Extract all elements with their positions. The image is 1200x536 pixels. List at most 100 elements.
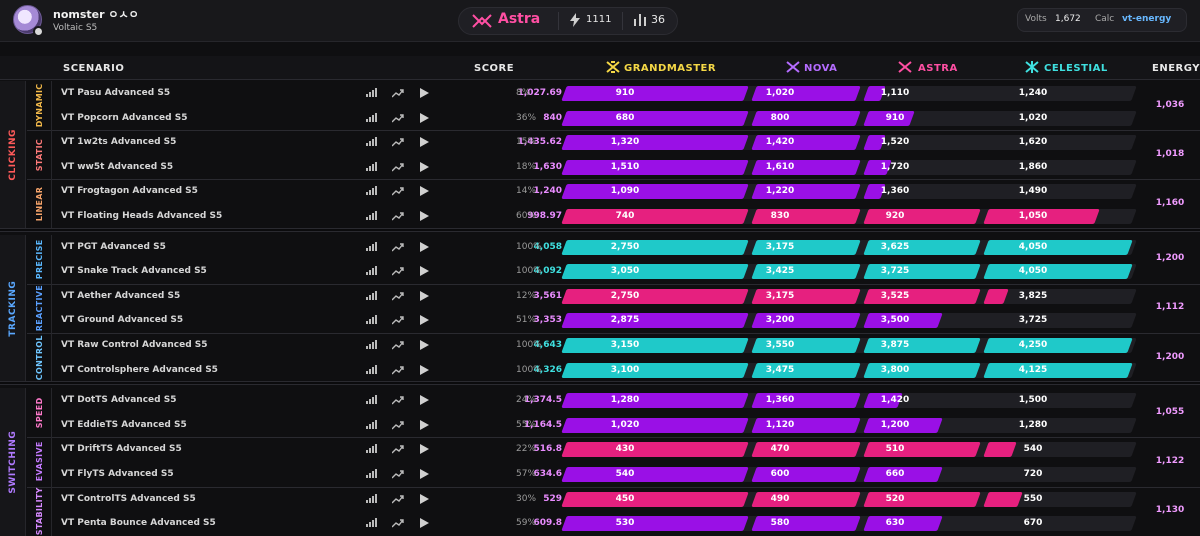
scenario-row[interactable]: VT DotTS Advanced S5 1,374.5 24%: [52, 388, 1200, 413]
trend-icon[interactable]: [391, 420, 404, 433]
trend-icon[interactable]: [391, 365, 404, 378]
scenario-name[interactable]: VT ww5t Advanced S5: [61, 161, 174, 172]
scenario-row[interactable]: VT DriftTS Advanced S5 516.8 22%: [52, 437, 1200, 462]
trend-icon[interactable]: [391, 211, 404, 224]
rank-threshold: 3,875: [880, 340, 910, 350]
scenario-name[interactable]: VT FlyTS Advanced S5: [61, 469, 174, 479]
scenario-row[interactable]: VT ww5t Advanced S5 1,630 18%: [52, 155, 1200, 180]
score-header[interactable]: SCORE: [474, 63, 515, 74]
rank-threshold: 1,280: [610, 395, 640, 406]
scenario-row[interactable]: VT 1w2ts Advanced S5 1,435.62 15%: [52, 130, 1200, 155]
trend-icon[interactable]: [391, 113, 404, 126]
scenario-row[interactable]: VT Raw Control Advanced S5 4,643 100%: [52, 333, 1200, 358]
play-icon[interactable]: [420, 315, 429, 328]
leaderboard-icon[interactable]: [366, 241, 377, 254]
leaderboard-icon[interactable]: [366, 518, 377, 530]
play-icon[interactable]: [420, 88, 429, 101]
play-icon[interactable]: [420, 444, 429, 457]
scenario-name[interactable]: VT Penta Bounce Advanced S5: [61, 518, 216, 529]
play-icon[interactable]: [420, 137, 429, 150]
leaderboard-icon[interactable]: [366, 137, 377, 149]
scenario-name[interactable]: VT Pasu Advanced S5: [61, 88, 171, 98]
scenario-name[interactable]: VT ControlTS Advanced S5: [61, 493, 196, 504]
scenario-row[interactable]: VT Snake Track Advanced S5 4,092 100%: [52, 259, 1200, 284]
play-icon[interactable]: [420, 112, 429, 126]
trend-icon[interactable]: [391, 162, 404, 175]
leaderboard-icon[interactable]: [366, 493, 377, 506]
leaderboard-icon[interactable]: [366, 469, 377, 481]
progress-fill-segment: [561, 209, 749, 224]
play-icon[interactable]: [420, 493, 429, 507]
play-icon[interactable]: [420, 395, 429, 408]
trend-icon[interactable]: [391, 518, 404, 531]
scenario-header[interactable]: SCENARIO: [63, 63, 125, 74]
scenario-row[interactable]: VT ControlTS Advanced S5 529 30%: [52, 487, 1200, 512]
leaderboard-icon[interactable]: [366, 290, 377, 303]
trend-icon[interactable]: [391, 469, 404, 482]
play-icon[interactable]: [420, 518, 429, 531]
leaderboard-icon[interactable]: [366, 364, 377, 377]
scenario-name[interactable]: VT DriftTS Advanced S5: [61, 444, 182, 455]
play-icon[interactable]: [420, 419, 429, 433]
avatar[interactable]: [13, 5, 42, 34]
play-icon[interactable]: [420, 364, 429, 378]
leaderboard-icon[interactable]: [366, 315, 377, 327]
trend-icon[interactable]: [391, 494, 404, 507]
scenario-row[interactable]: VT FlyTS Advanced S5 634.6 57%: [52, 462, 1200, 487]
trend-icon[interactable]: [391, 315, 404, 328]
scenario-name[interactable]: VT 1w2ts Advanced S5: [61, 137, 177, 148]
category-label: CLICKING: [8, 129, 18, 181]
trend-icon[interactable]: [391, 266, 404, 279]
leaderboard-icon[interactable]: [366, 419, 377, 432]
scenario-row[interactable]: VT PGT Advanced S5 4,058 100%: [52, 235, 1200, 260]
scenario-name[interactable]: VT Raw Control Advanced S5: [61, 340, 208, 350]
play-icon[interactable]: [420, 290, 429, 304]
scenario-row[interactable]: VT Pasu Advanced S5 1,027.69 8%: [52, 81, 1200, 106]
leaderboard-icon[interactable]: [366, 161, 377, 174]
scenario-row[interactable]: VT Aether Advanced S5 3,561 12%: [52, 284, 1200, 309]
scenario-name[interactable]: VT Snake Track Advanced S5: [61, 266, 207, 277]
scenario-name[interactable]: VT Popcorn Advanced S5: [61, 112, 188, 123]
scenario-row[interactable]: VT Ground Advanced S5 3,353 51%: [52, 308, 1200, 333]
trend-icon[interactable]: [391, 88, 404, 101]
trend-icon[interactable]: [391, 340, 404, 353]
leaderboard-icon[interactable]: [366, 340, 377, 352]
scenario-row[interactable]: VT Floating Heads Advanced S5 998.97 60%: [52, 204, 1200, 229]
scenario-name[interactable]: VT Controlsphere Advanced S5: [61, 364, 218, 375]
scenario-name[interactable]: VT Frogtagon Advanced S5: [61, 186, 198, 197]
scenario-row[interactable]: VT EddieTS Advanced S5 1,164.5 55%: [52, 413, 1200, 438]
play-icon[interactable]: [420, 186, 429, 199]
leaderboard-icon[interactable]: [366, 112, 377, 125]
trend-icon[interactable]: [391, 444, 404, 457]
scenario-name[interactable]: VT Aether Advanced S5: [61, 290, 181, 301]
scenario-name[interactable]: VT Floating Heads Advanced S5: [61, 211, 223, 221]
scenario-row[interactable]: VT Popcorn Advanced S5 840 36%: [52, 106, 1200, 131]
scenario-name[interactable]: VT PGT Advanced S5: [61, 241, 166, 252]
play-icon[interactable]: [420, 211, 429, 224]
leaderboard-icon[interactable]: [366, 266, 377, 278]
leaderboard-icon[interactable]: [366, 88, 377, 100]
scenario-row[interactable]: VT Frogtagon Advanced S5 1,240 14%: [52, 179, 1200, 204]
leaderboard-icon[interactable]: [366, 211, 377, 223]
leaderboard-icon[interactable]: [366, 444, 377, 456]
trend-icon[interactable]: [391, 137, 404, 150]
leaderboard-icon[interactable]: [366, 395, 377, 407]
calc-value[interactable]: vt-energy: [1122, 14, 1172, 24]
scenario-name[interactable]: VT Ground Advanced S5: [61, 315, 184, 326]
scenario-name[interactable]: VT EddieTS Advanced S5: [61, 419, 187, 430]
play-icon[interactable]: [420, 469, 429, 482]
play-icon[interactable]: [420, 241, 429, 255]
leaderboard-icon[interactable]: [366, 186, 377, 198]
play-icon[interactable]: [420, 340, 429, 353]
trend-icon[interactable]: [391, 242, 404, 255]
play-icon[interactable]: [420, 161, 429, 175]
play-icon[interactable]: [420, 266, 429, 279]
scenario-row[interactable]: VT Penta Bounce Advanced S5 609.8 59%: [52, 511, 1200, 536]
scenario-row[interactable]: VT Controlsphere Advanced S5 4,326 100%: [52, 358, 1200, 383]
scenario-name[interactable]: VT DotTS Advanced S5: [61, 395, 177, 406]
trend-icon[interactable]: [391, 186, 404, 199]
calc-selector[interactable]: [1017, 8, 1187, 32]
trend-icon[interactable]: [391, 291, 404, 304]
trend-icon[interactable]: [391, 395, 404, 408]
rank-threshold: 600: [770, 469, 790, 479]
